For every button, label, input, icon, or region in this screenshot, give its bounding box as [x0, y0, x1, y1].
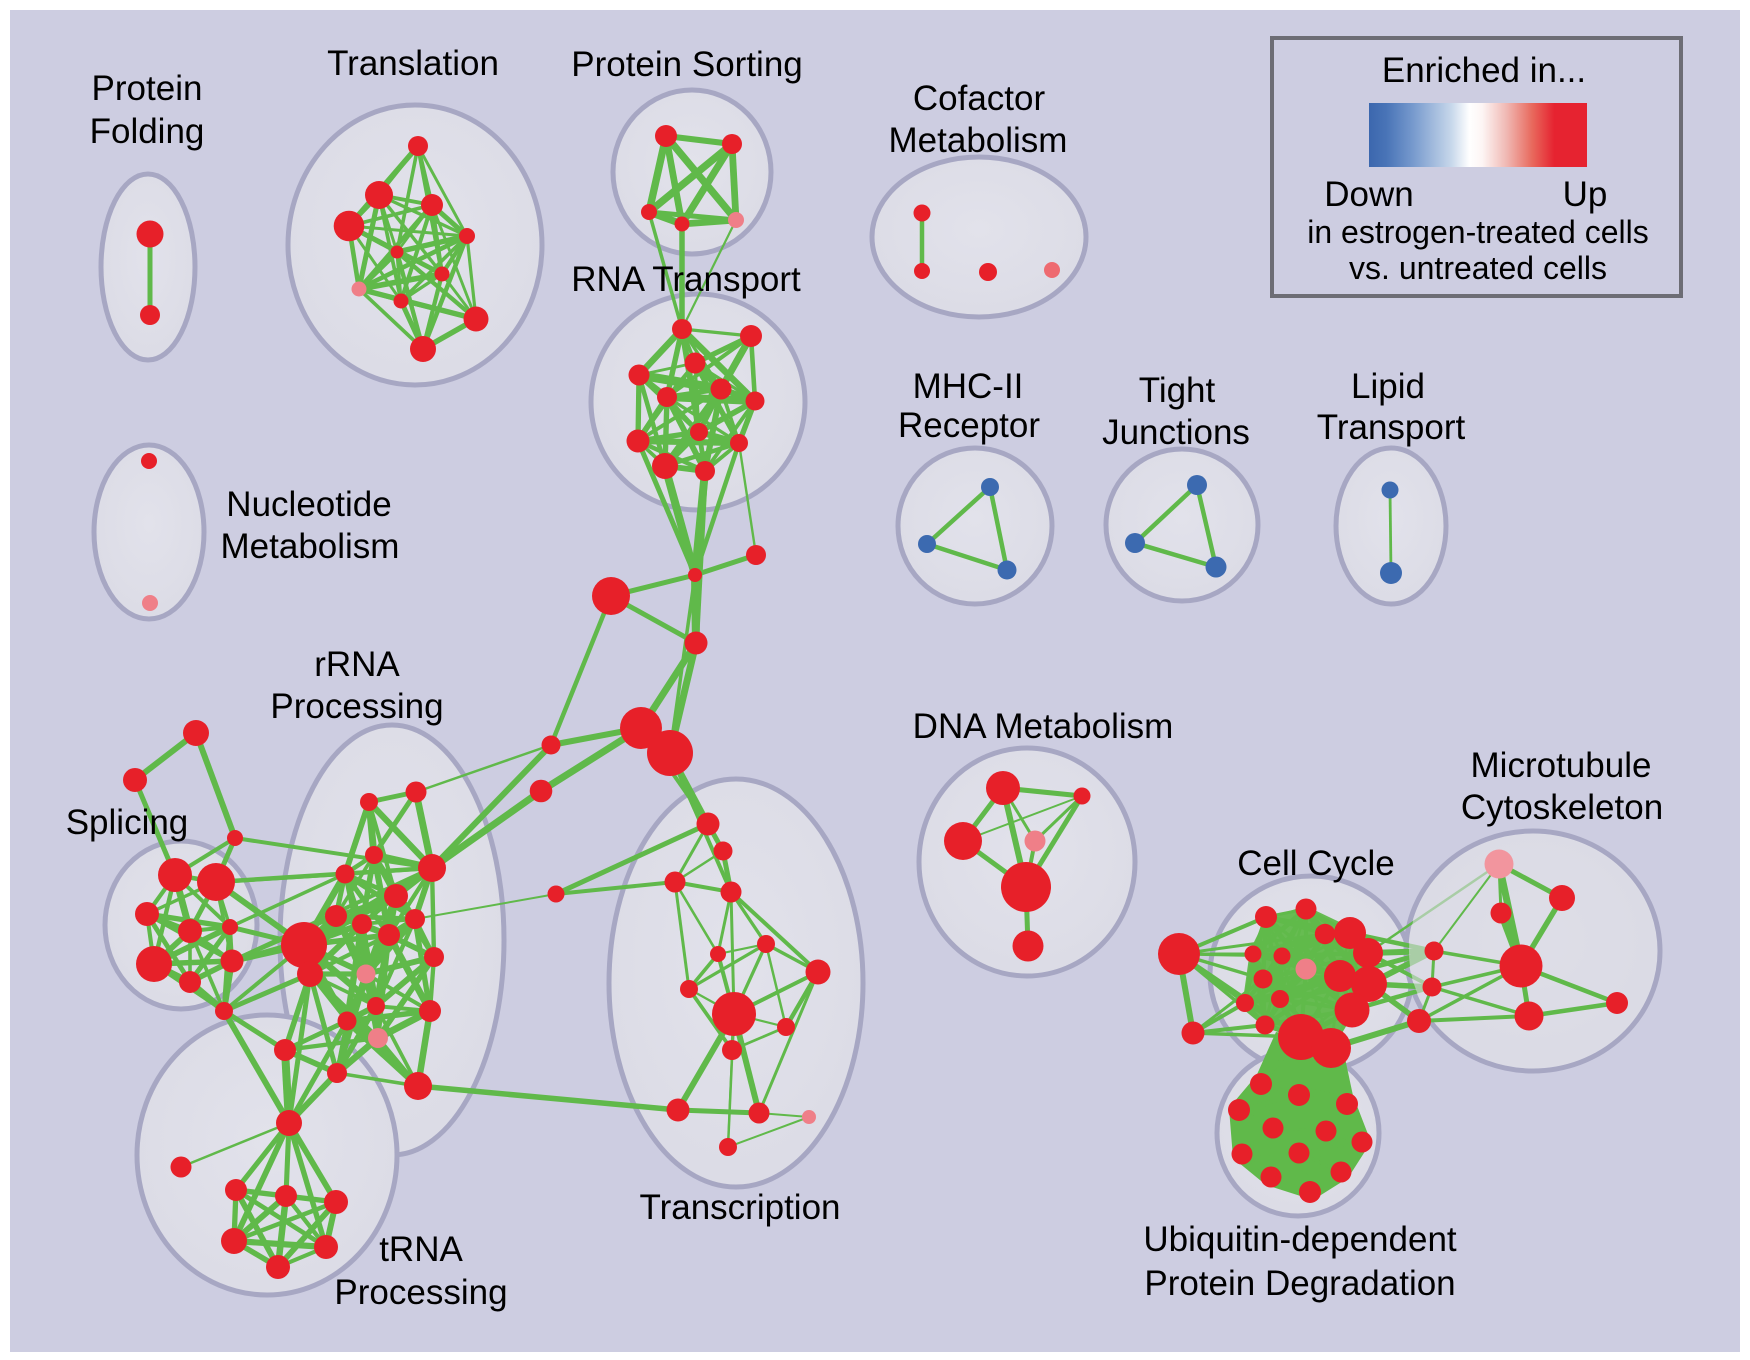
- svg-text:rRNA: rRNA: [314, 645, 400, 684]
- svg-text:Down: Down: [1324, 175, 1413, 214]
- svg-text:Metabolism: Metabolism: [889, 121, 1068, 160]
- svg-text:tRNA: tRNA: [379, 1230, 463, 1269]
- svg-text:Protein Sorting: Protein Sorting: [571, 45, 803, 84]
- svg-text:Cytoskeleton: Cytoskeleton: [1461, 788, 1663, 827]
- svg-text:Nucleotide: Nucleotide: [226, 485, 391, 524]
- svg-text:Receptor: Receptor: [898, 406, 1040, 445]
- svg-text:Microtubule: Microtubule: [1471, 746, 1652, 785]
- svg-text:Processing: Processing: [334, 1273, 507, 1312]
- svg-text:Protein: Protein: [92, 69, 203, 108]
- svg-text:Translation: Translation: [327, 44, 499, 83]
- svg-text:Ubiquitin-dependent: Ubiquitin-dependent: [1143, 1220, 1457, 1259]
- svg-text:in estrogen-treated cells: in estrogen-treated cells: [1307, 214, 1649, 250]
- svg-text:Transcription: Transcription: [640, 1188, 841, 1227]
- svg-text:Lipid: Lipid: [1351, 367, 1425, 406]
- svg-text:RNA Transport: RNA Transport: [571, 260, 801, 299]
- svg-text:Cofactor: Cofactor: [913, 79, 1046, 118]
- svg-text:Tight: Tight: [1139, 371, 1216, 410]
- svg-text:Up: Up: [1563, 175, 1608, 214]
- svg-text:Processing: Processing: [270, 687, 443, 726]
- svg-text:DNA Metabolism: DNA Metabolism: [913, 707, 1174, 746]
- svg-text:Folding: Folding: [90, 112, 205, 151]
- svg-text:Enriched in...: Enriched in...: [1382, 51, 1586, 90]
- svg-text:Cell Cycle: Cell Cycle: [1237, 844, 1395, 883]
- svg-text:Protein Degradation: Protein Degradation: [1144, 1264, 1455, 1303]
- svg-text:vs. untreated cells: vs. untreated cells: [1349, 250, 1607, 286]
- svg-text:Transport: Transport: [1317, 408, 1466, 447]
- svg-text:Splicing: Splicing: [66, 803, 189, 842]
- svg-text:Metabolism: Metabolism: [221, 527, 400, 566]
- svg-text:MHC-II: MHC-II: [913, 367, 1024, 406]
- svg-text:Junctions: Junctions: [1102, 413, 1250, 452]
